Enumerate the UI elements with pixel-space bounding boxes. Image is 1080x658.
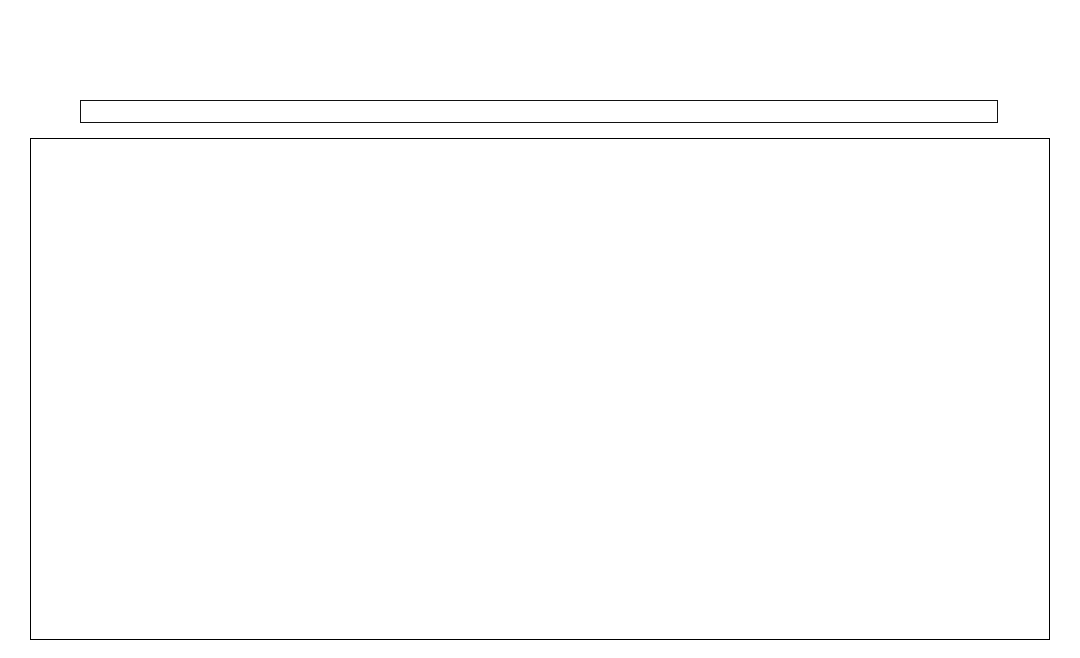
colorbar [80,100,998,123]
map-frame [30,138,1050,640]
world-map-canvas [31,139,1049,639]
colorbar-ticks [0,84,1080,98]
